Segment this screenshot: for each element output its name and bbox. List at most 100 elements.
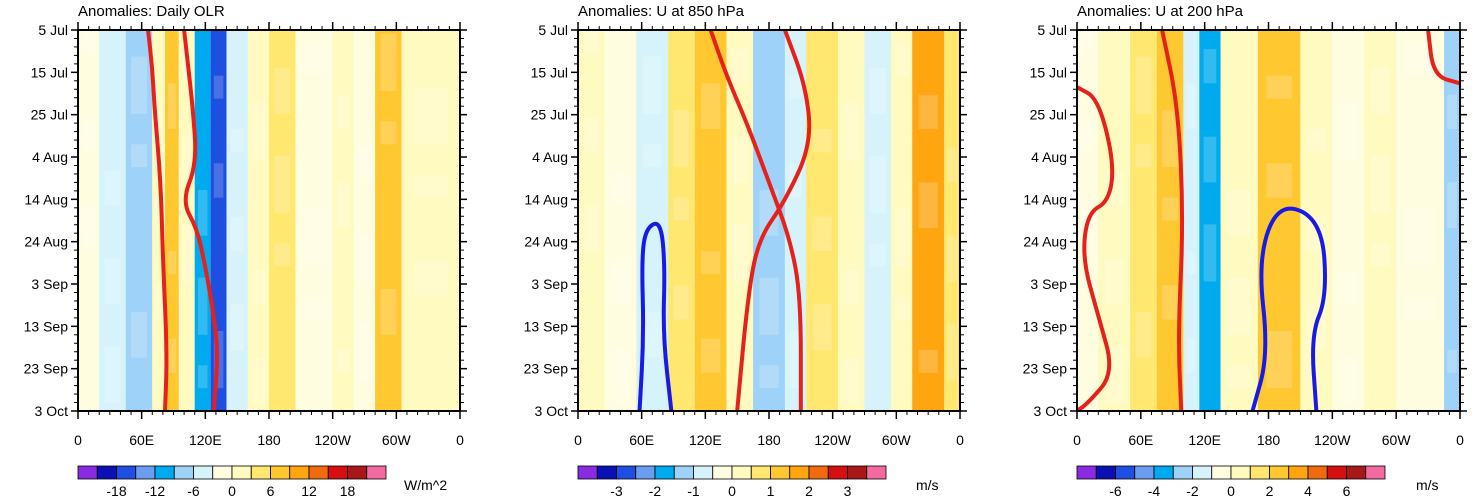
colorbar-swatch xyxy=(1326,465,1347,480)
contour-line-1 xyxy=(735,30,812,411)
band-2-streak-2 xyxy=(1135,144,1152,168)
colorbar-swatch xyxy=(827,465,848,480)
colorbar-tick-label: 2 xyxy=(805,483,813,497)
colorbar-swatch xyxy=(693,465,714,480)
colorbar-tick-label: -2 xyxy=(649,483,662,497)
band-11-streak-2 xyxy=(895,41,909,76)
colorbar-swatch xyxy=(1134,465,1155,480)
colorbar-swatch xyxy=(366,465,387,480)
colorbar-swatch xyxy=(1192,465,1213,480)
band-10-streak-1 xyxy=(869,155,886,213)
colorbar-swatch xyxy=(866,465,887,480)
y-tick-label: 24 Aug xyxy=(24,234,68,250)
band-3-streak-2 xyxy=(154,285,163,320)
band-12-streak-2 xyxy=(1447,182,1457,229)
colorbar-tick-label: 1 xyxy=(767,483,775,497)
y-tick-label: 3 Oct xyxy=(535,403,569,419)
band-12-streak-2 xyxy=(336,182,350,229)
band-3-streak-2 xyxy=(673,285,690,320)
x-tick-label: 120E xyxy=(1188,432,1221,448)
band-9-streak-1 xyxy=(843,357,860,404)
band-8-streak-2 xyxy=(812,304,832,351)
panel-2: Anomalies: U at 850 hPa 5 Jul 15 Jul 25 Jul… xyxy=(524,3,967,497)
colorbar-swatch xyxy=(1288,465,1309,480)
x-tick-label: 120W xyxy=(1314,432,1351,448)
band-9-streak-0 xyxy=(843,270,860,305)
x-tick-label: 120E xyxy=(689,432,722,448)
band-6-streak-2 xyxy=(759,365,779,389)
y-tick-label: 4 Aug xyxy=(532,149,568,165)
band-8-streak-1 xyxy=(812,216,832,251)
band-1-streak-2 xyxy=(104,346,121,404)
panel-3: Anomalies: U at 200 hPa 5 Jul 15 Jul 25 Jul… xyxy=(1023,3,1467,497)
y-tick-label: 15 Jul xyxy=(31,64,68,80)
contour-line-2 xyxy=(637,221,674,411)
band-13 xyxy=(944,30,960,411)
colorbar-swatch xyxy=(77,465,98,480)
band-15-streak-1 xyxy=(413,174,449,198)
band-5-streak-1 xyxy=(181,136,192,183)
band-5-streak-1 xyxy=(731,136,748,183)
band-5 xyxy=(726,30,754,411)
band-14-streak-0 xyxy=(380,289,397,335)
band-6-streak-0 xyxy=(1228,190,1251,236)
colorbar-swatch xyxy=(212,465,233,480)
band-6-streak-2 xyxy=(197,365,208,389)
colorbar-swatch xyxy=(327,465,348,480)
band-9 xyxy=(1332,30,1365,411)
band-11-streak-0 xyxy=(302,209,326,267)
band-9 xyxy=(837,30,865,411)
band-9 xyxy=(247,30,269,411)
y-tick-label: 23 Sep xyxy=(24,361,69,377)
band-4-streak-1 xyxy=(1186,338,1197,373)
contour-line-2 xyxy=(1426,30,1460,86)
x-tick-label: 60W xyxy=(1382,432,1412,448)
colorbar: -3 -2 -1 0 1 2 3 m/s xyxy=(577,465,939,497)
colorbar-swatch xyxy=(1211,465,1232,480)
band-5-streak-2 xyxy=(1203,224,1217,282)
y-tick-label: 3 Sep xyxy=(31,276,68,292)
band-0-streak-0 xyxy=(583,30,600,53)
band-2-streak-1 xyxy=(642,56,662,114)
band-6-streak-0 xyxy=(197,190,208,236)
band-4-streak-2 xyxy=(1186,83,1197,130)
band-1-streak-1 xyxy=(104,258,121,305)
y-tick-label: 13 Sep xyxy=(524,318,569,334)
band-13 xyxy=(353,30,376,411)
contour-line-0 xyxy=(708,30,803,411)
band-6-streak-0 xyxy=(759,190,779,236)
y-tick-label: 3 Sep xyxy=(531,276,568,292)
colorbar-swatch xyxy=(1249,465,1270,480)
band-6-streak-1 xyxy=(759,277,779,335)
band-11-streak-1 xyxy=(302,296,326,320)
colorbar-swatch xyxy=(1153,465,1174,480)
band-5-streak-1 xyxy=(1203,136,1217,183)
band-10-streak-2 xyxy=(1370,243,1390,267)
band-4-streak-1 xyxy=(167,338,177,373)
band-4-streak-0 xyxy=(701,250,721,274)
band-14 xyxy=(375,30,402,411)
colorbar-tick-label: 0 xyxy=(728,483,736,497)
colorbar: -18 -12 -6 0 6 12 18 W/m^2 xyxy=(77,465,447,497)
contour-line-0 xyxy=(1077,85,1115,411)
colorbar-swatch xyxy=(1230,465,1251,480)
colorbar-swatch xyxy=(96,465,117,480)
x-tick-label: 0 xyxy=(456,432,464,448)
colorbar-swatch xyxy=(231,465,252,480)
colorbar-swatch xyxy=(1115,465,1136,480)
band-4-streak-0 xyxy=(1186,250,1197,274)
band-1-streak-0 xyxy=(610,170,630,206)
y-tick-label: 3 Oct xyxy=(35,403,69,419)
band-13-streak-2 xyxy=(358,323,371,381)
field-bands xyxy=(578,30,960,411)
band-8-streak-1 xyxy=(230,216,244,251)
band-2-streak-1 xyxy=(131,56,147,114)
band-2-streak-0 xyxy=(642,311,662,358)
colorbar-tick-label: 2 xyxy=(1266,483,1274,497)
band-10-streak-0 xyxy=(1370,68,1390,114)
colorbar-swatch xyxy=(847,465,868,480)
colorbar-swatch xyxy=(250,465,271,480)
y-tick-label: 4 Aug xyxy=(1031,149,1067,165)
band-4-streak-0 xyxy=(167,250,177,274)
band-0-streak-2 xyxy=(583,205,600,251)
